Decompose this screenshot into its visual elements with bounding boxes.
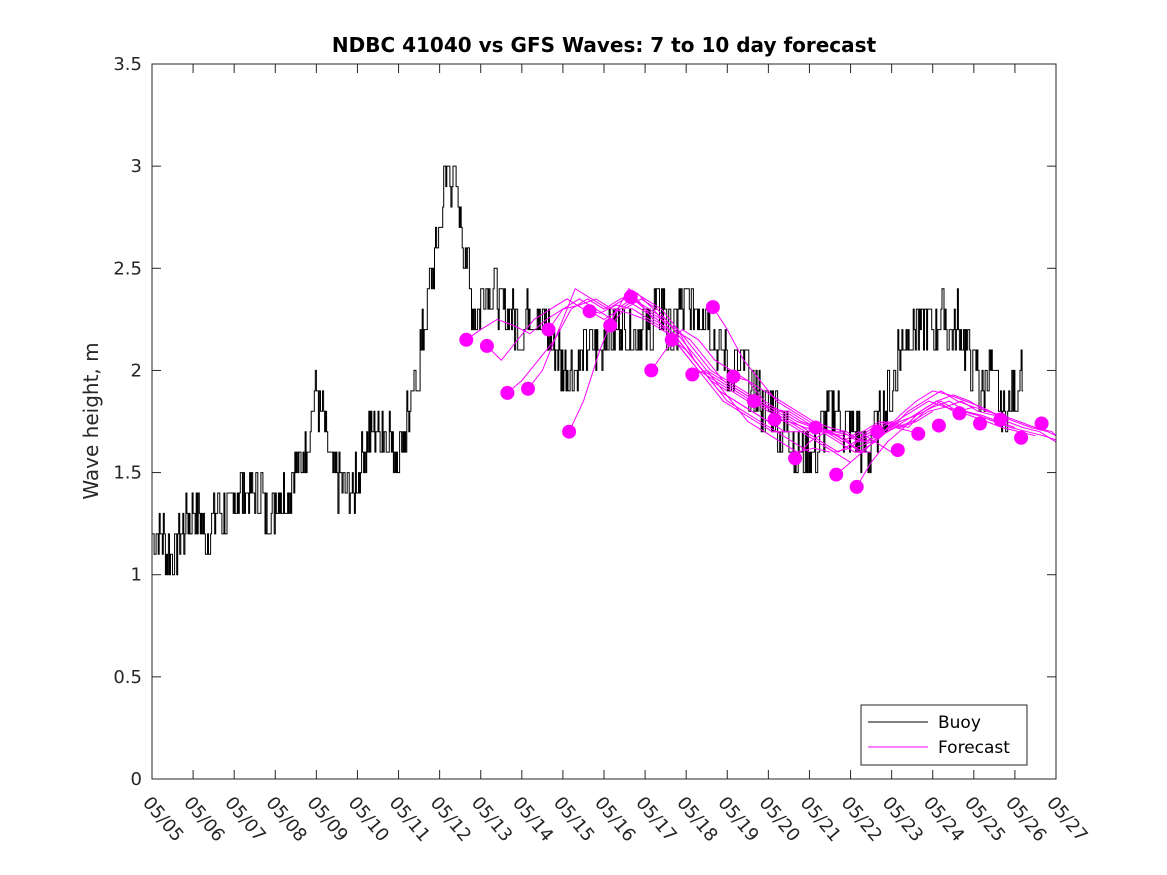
forecast-marker bbox=[521, 381, 535, 396]
forecast-line bbox=[486, 298, 749, 402]
forecast-marker bbox=[664, 332, 679, 347]
forecast-line bbox=[856, 394, 1057, 488]
forecast-marker bbox=[829, 467, 844, 482]
y-tick-label: 1.5 bbox=[113, 463, 142, 484]
forecast-marker bbox=[562, 424, 577, 439]
forecast-marker bbox=[931, 418, 946, 433]
forecast-marker bbox=[767, 412, 782, 427]
forecast-line bbox=[712, 306, 974, 443]
forecast-marker bbox=[726, 369, 741, 384]
x-tick-label: 05/15 bbox=[549, 793, 598, 846]
forecast-marker bbox=[973, 416, 987, 431]
y-tick-label: 3.5 bbox=[113, 54, 142, 75]
forecast-marker bbox=[500, 385, 515, 400]
x-tick-label: 05/26 bbox=[1001, 793, 1050, 846]
x-tick-label: 05/10 bbox=[344, 793, 393, 846]
x-tick-label: 05/18 bbox=[672, 793, 721, 846]
plot-area bbox=[152, 64, 1056, 779]
forecast-marker bbox=[911, 426, 926, 441]
forecast-marker bbox=[890, 443, 905, 458]
x-tick-label: 05/24 bbox=[919, 793, 968, 846]
x-tick-label: 05/07 bbox=[220, 793, 269, 846]
forecast-marker bbox=[870, 424, 885, 439]
forecast-line bbox=[794, 390, 1057, 459]
x-tick-label: 05/05 bbox=[138, 793, 187, 846]
y-tick-label: 1 bbox=[131, 565, 142, 586]
forecast-marker bbox=[459, 332, 474, 347]
legend-box bbox=[860, 704, 1028, 766]
chart-title: NDBC 41040 vs GFS Waves: 7 to 10 day for… bbox=[332, 33, 877, 57]
x-tick-label: 05/06 bbox=[179, 793, 228, 846]
legend-buoy-label: Buoy bbox=[938, 713, 981, 733]
forecast-marker bbox=[685, 367, 700, 382]
x-tick-label: 05/09 bbox=[303, 793, 352, 846]
y-axis-label: Wave height, m bbox=[79, 342, 103, 499]
forecast-marker bbox=[808, 420, 823, 435]
x-tick-label: 05/23 bbox=[878, 793, 927, 846]
forecast-marker bbox=[541, 322, 556, 337]
forecast-line bbox=[527, 287, 789, 433]
forecast-marker bbox=[1014, 430, 1029, 445]
forecast-marker bbox=[952, 406, 967, 421]
x-tick-label: 05/21 bbox=[796, 793, 845, 846]
x-tick-label: 05/27 bbox=[1042, 793, 1091, 846]
x-tick-label: 05/11 bbox=[385, 793, 434, 846]
x-tick-label: 05/13 bbox=[467, 793, 516, 846]
forecast-marker bbox=[582, 304, 597, 319]
x-tick-label: 05/20 bbox=[755, 793, 804, 846]
y-tick-label: 0.5 bbox=[113, 667, 142, 688]
forecast-marker bbox=[788, 451, 803, 466]
forecast-marker bbox=[993, 412, 1008, 427]
x-tick-label: 05/08 bbox=[261, 793, 310, 846]
y-tick-label: 2 bbox=[131, 360, 142, 381]
forecast-marker bbox=[644, 363, 659, 378]
forecast-marker bbox=[623, 289, 638, 304]
forecast-marker bbox=[849, 479, 864, 494]
forecast-marker bbox=[603, 318, 618, 333]
x-tick-label: 05/22 bbox=[837, 793, 886, 846]
forecast-line bbox=[733, 376, 995, 443]
legend-forecast-label: Forecast bbox=[938, 738, 1010, 758]
x-tick-label: 05/25 bbox=[960, 793, 1009, 846]
forecast-marker bbox=[705, 300, 720, 315]
x-tick-label: 05/14 bbox=[508, 793, 557, 846]
forecast-marker bbox=[479, 338, 494, 353]
legend: Buoy Forecast bbox=[860, 704, 1028, 766]
y-tick-label: 3 bbox=[131, 156, 142, 177]
x-tick-label: 05/16 bbox=[590, 793, 639, 846]
x-tick-label: 05/17 bbox=[631, 793, 680, 846]
forecast-line bbox=[650, 328, 913, 443]
series-layer bbox=[152, 165, 1057, 576]
forecast-marker bbox=[747, 394, 761, 409]
forecast-line bbox=[835, 390, 1057, 475]
forecast-marker bbox=[1034, 416, 1049, 431]
x-tick-label: 05/19 bbox=[713, 793, 762, 846]
x-tick-label: 05/12 bbox=[426, 793, 475, 846]
plot-frame bbox=[151, 63, 1057, 780]
y-tick-label: 0 bbox=[131, 769, 142, 790]
y-tick-label: 2.5 bbox=[113, 258, 142, 279]
forecast-line bbox=[815, 400, 1057, 453]
